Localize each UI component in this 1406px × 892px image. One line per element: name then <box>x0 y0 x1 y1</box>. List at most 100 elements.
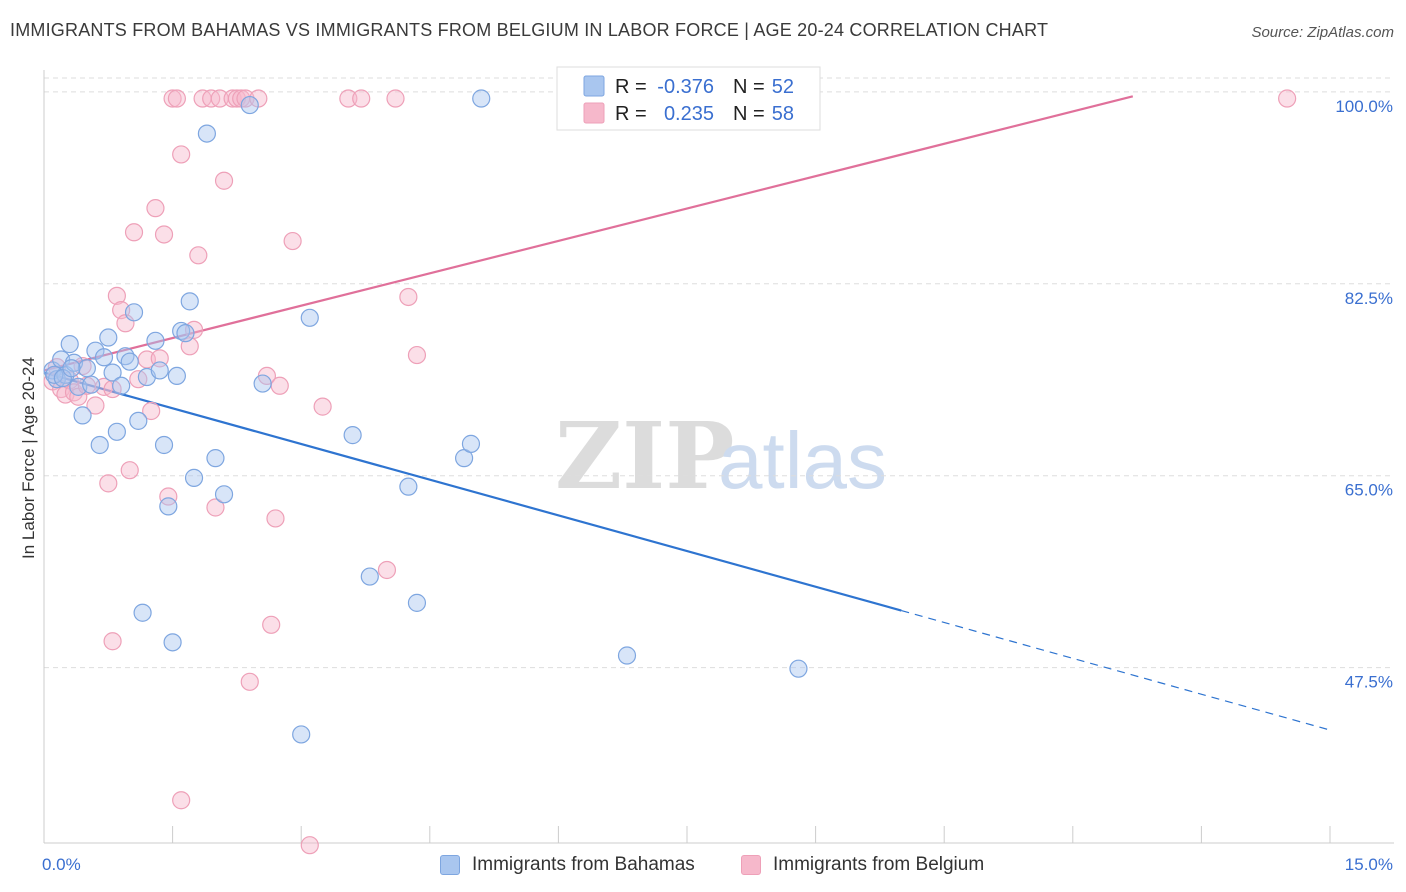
legend-item-belgium[interactable]: Immigrants from Belgium <box>741 850 984 880</box>
data-point-bahamas <box>197 124 216 143</box>
data-point-belgium <box>159 487 178 506</box>
y-tick-label: 65.0% <box>1345 481 1393 500</box>
data-point-belgium <box>313 397 332 416</box>
data-point-belgium <box>377 560 397 580</box>
data-point-belgium <box>146 199 165 218</box>
data-point-bahamas <box>240 95 259 115</box>
series-bahamas-points <box>43 89 808 744</box>
data-point-belgium <box>300 836 319 855</box>
data-point-belgium <box>103 632 122 651</box>
trend-layer <box>43 95 1331 731</box>
data-point-belgium <box>172 145 191 164</box>
data-point-bahamas <box>184 468 204 487</box>
data-point-belgium <box>172 791 191 810</box>
stats-n-label-bahamas: N = <box>733 76 765 98</box>
trend-line-bahamas-extension <box>901 609 1331 731</box>
data-point-belgium <box>163 89 182 108</box>
data-point-bahamas <box>60 335 79 354</box>
data-point-bahamas <box>150 361 169 380</box>
data-point-bahamas <box>163 633 182 652</box>
data-point-belgium <box>86 396 105 415</box>
chart-title: IMMIGRANTS FROM BAHAMAS VS IMMIGRANTS FR… <box>10 20 1049 40</box>
data-point-bahamas <box>214 485 234 504</box>
stats-swatch-belgium <box>583 102 605 124</box>
trend-line-bahamas <box>43 371 902 612</box>
stats-n-label-belgium: N = <box>733 103 765 125</box>
series-belgium-points <box>43 89 1297 855</box>
watermark-zip: ZIP <box>555 402 734 510</box>
data-point-bahamas <box>206 449 225 468</box>
data-point-bahamas <box>167 366 186 386</box>
data-point-bahamas <box>789 659 808 678</box>
data-point-belgium <box>120 461 139 480</box>
trend-line-belgium <box>43 95 1134 372</box>
data-point-belgium <box>167 89 186 108</box>
stats-r-value-bahamas: -0.376 <box>657 76 714 98</box>
data-point-belgium <box>270 376 289 395</box>
data-point-bahamas <box>120 352 139 371</box>
stats-r-label-bahamas: R = <box>615 76 647 98</box>
watermark-atlas: atlas <box>718 416 887 505</box>
legend: Immigrants from Bahamas Immigrants from … <box>0 850 1406 880</box>
y-tick-label: 100.0% <box>1335 97 1393 116</box>
stats-n-value-belgium: 58 <box>772 103 794 125</box>
data-point-bahamas <box>180 292 199 311</box>
legend-item-bahamas[interactable]: Immigrants from Bahamas <box>440 850 695 880</box>
data-point-bahamas <box>154 435 174 455</box>
data-point-bahamas <box>77 359 96 378</box>
data-point-bahamas <box>159 497 178 516</box>
data-point-belgium <box>1278 89 1297 108</box>
data-point-bahamas <box>73 406 92 425</box>
y-tick-label: 82.5% <box>1345 289 1393 308</box>
chart-source: Source: ZipAtlas.com <box>1251 24 1394 41</box>
legend-label-belgium: Immigrants from Belgium <box>773 854 985 875</box>
data-point-bahamas <box>360 567 379 586</box>
data-point-belgium <box>154 225 174 244</box>
data-point-bahamas <box>133 603 152 622</box>
data-point-bahamas <box>176 324 195 343</box>
data-point-bahamas <box>343 426 362 445</box>
data-point-belgium <box>407 345 427 365</box>
data-point-belgium <box>240 672 259 691</box>
legend-swatch-bahamas <box>440 855 460 875</box>
stats-box: R = -0.376 N = 52 R = 0.235 N = 58 <box>556 66 821 131</box>
data-point-belgium <box>107 286 126 305</box>
data-point-belgium <box>206 498 225 517</box>
data-point-bahamas <box>461 434 481 453</box>
watermark: ZIP atlas <box>555 402 887 510</box>
data-point-belgium <box>189 246 208 265</box>
x-tick-label-max: 15.0% <box>1345 855 1393 874</box>
data-point-bahamas <box>399 477 418 496</box>
stats-swatch-bahamas <box>583 75 605 97</box>
y-tick-label: 47.5% <box>1345 673 1393 692</box>
data-point-bahamas <box>292 725 311 744</box>
data-point-belgium <box>266 509 285 528</box>
x-tick-label-min: 0.0% <box>42 855 81 874</box>
data-point-bahamas <box>62 359 81 378</box>
data-point-belgium <box>339 89 358 108</box>
data-point-bahamas <box>253 374 272 393</box>
data-point-bahamas <box>82 375 101 394</box>
axis-layer: 47.5% 65.0% 82.5% 100.0% 0.0% 15.0% <box>42 70 1394 874</box>
data-point-bahamas <box>112 376 131 395</box>
data-point-bahamas <box>472 89 491 108</box>
y-axis-title: In Labor Force | Age 20-24 <box>19 357 38 559</box>
data-point-bahamas <box>103 363 122 382</box>
data-point-belgium <box>142 401 161 421</box>
data-point-bahamas <box>94 348 114 367</box>
data-point-belgium <box>99 474 118 493</box>
data-point-belgium <box>262 615 281 634</box>
data-point-belgium <box>214 171 234 190</box>
stats-r-label-belgium: R = <box>615 103 647 125</box>
data-point-bahamas <box>129 411 148 430</box>
data-point-belgium <box>283 231 302 251</box>
data-point-bahamas <box>146 331 165 350</box>
data-point-bahamas <box>124 303 144 322</box>
data-point-belgium <box>352 89 371 108</box>
data-point-bahamas <box>107 422 126 441</box>
data-point-belgium <box>386 89 405 108</box>
data-point-bahamas <box>407 593 427 612</box>
data-point-bahamas <box>300 308 319 327</box>
